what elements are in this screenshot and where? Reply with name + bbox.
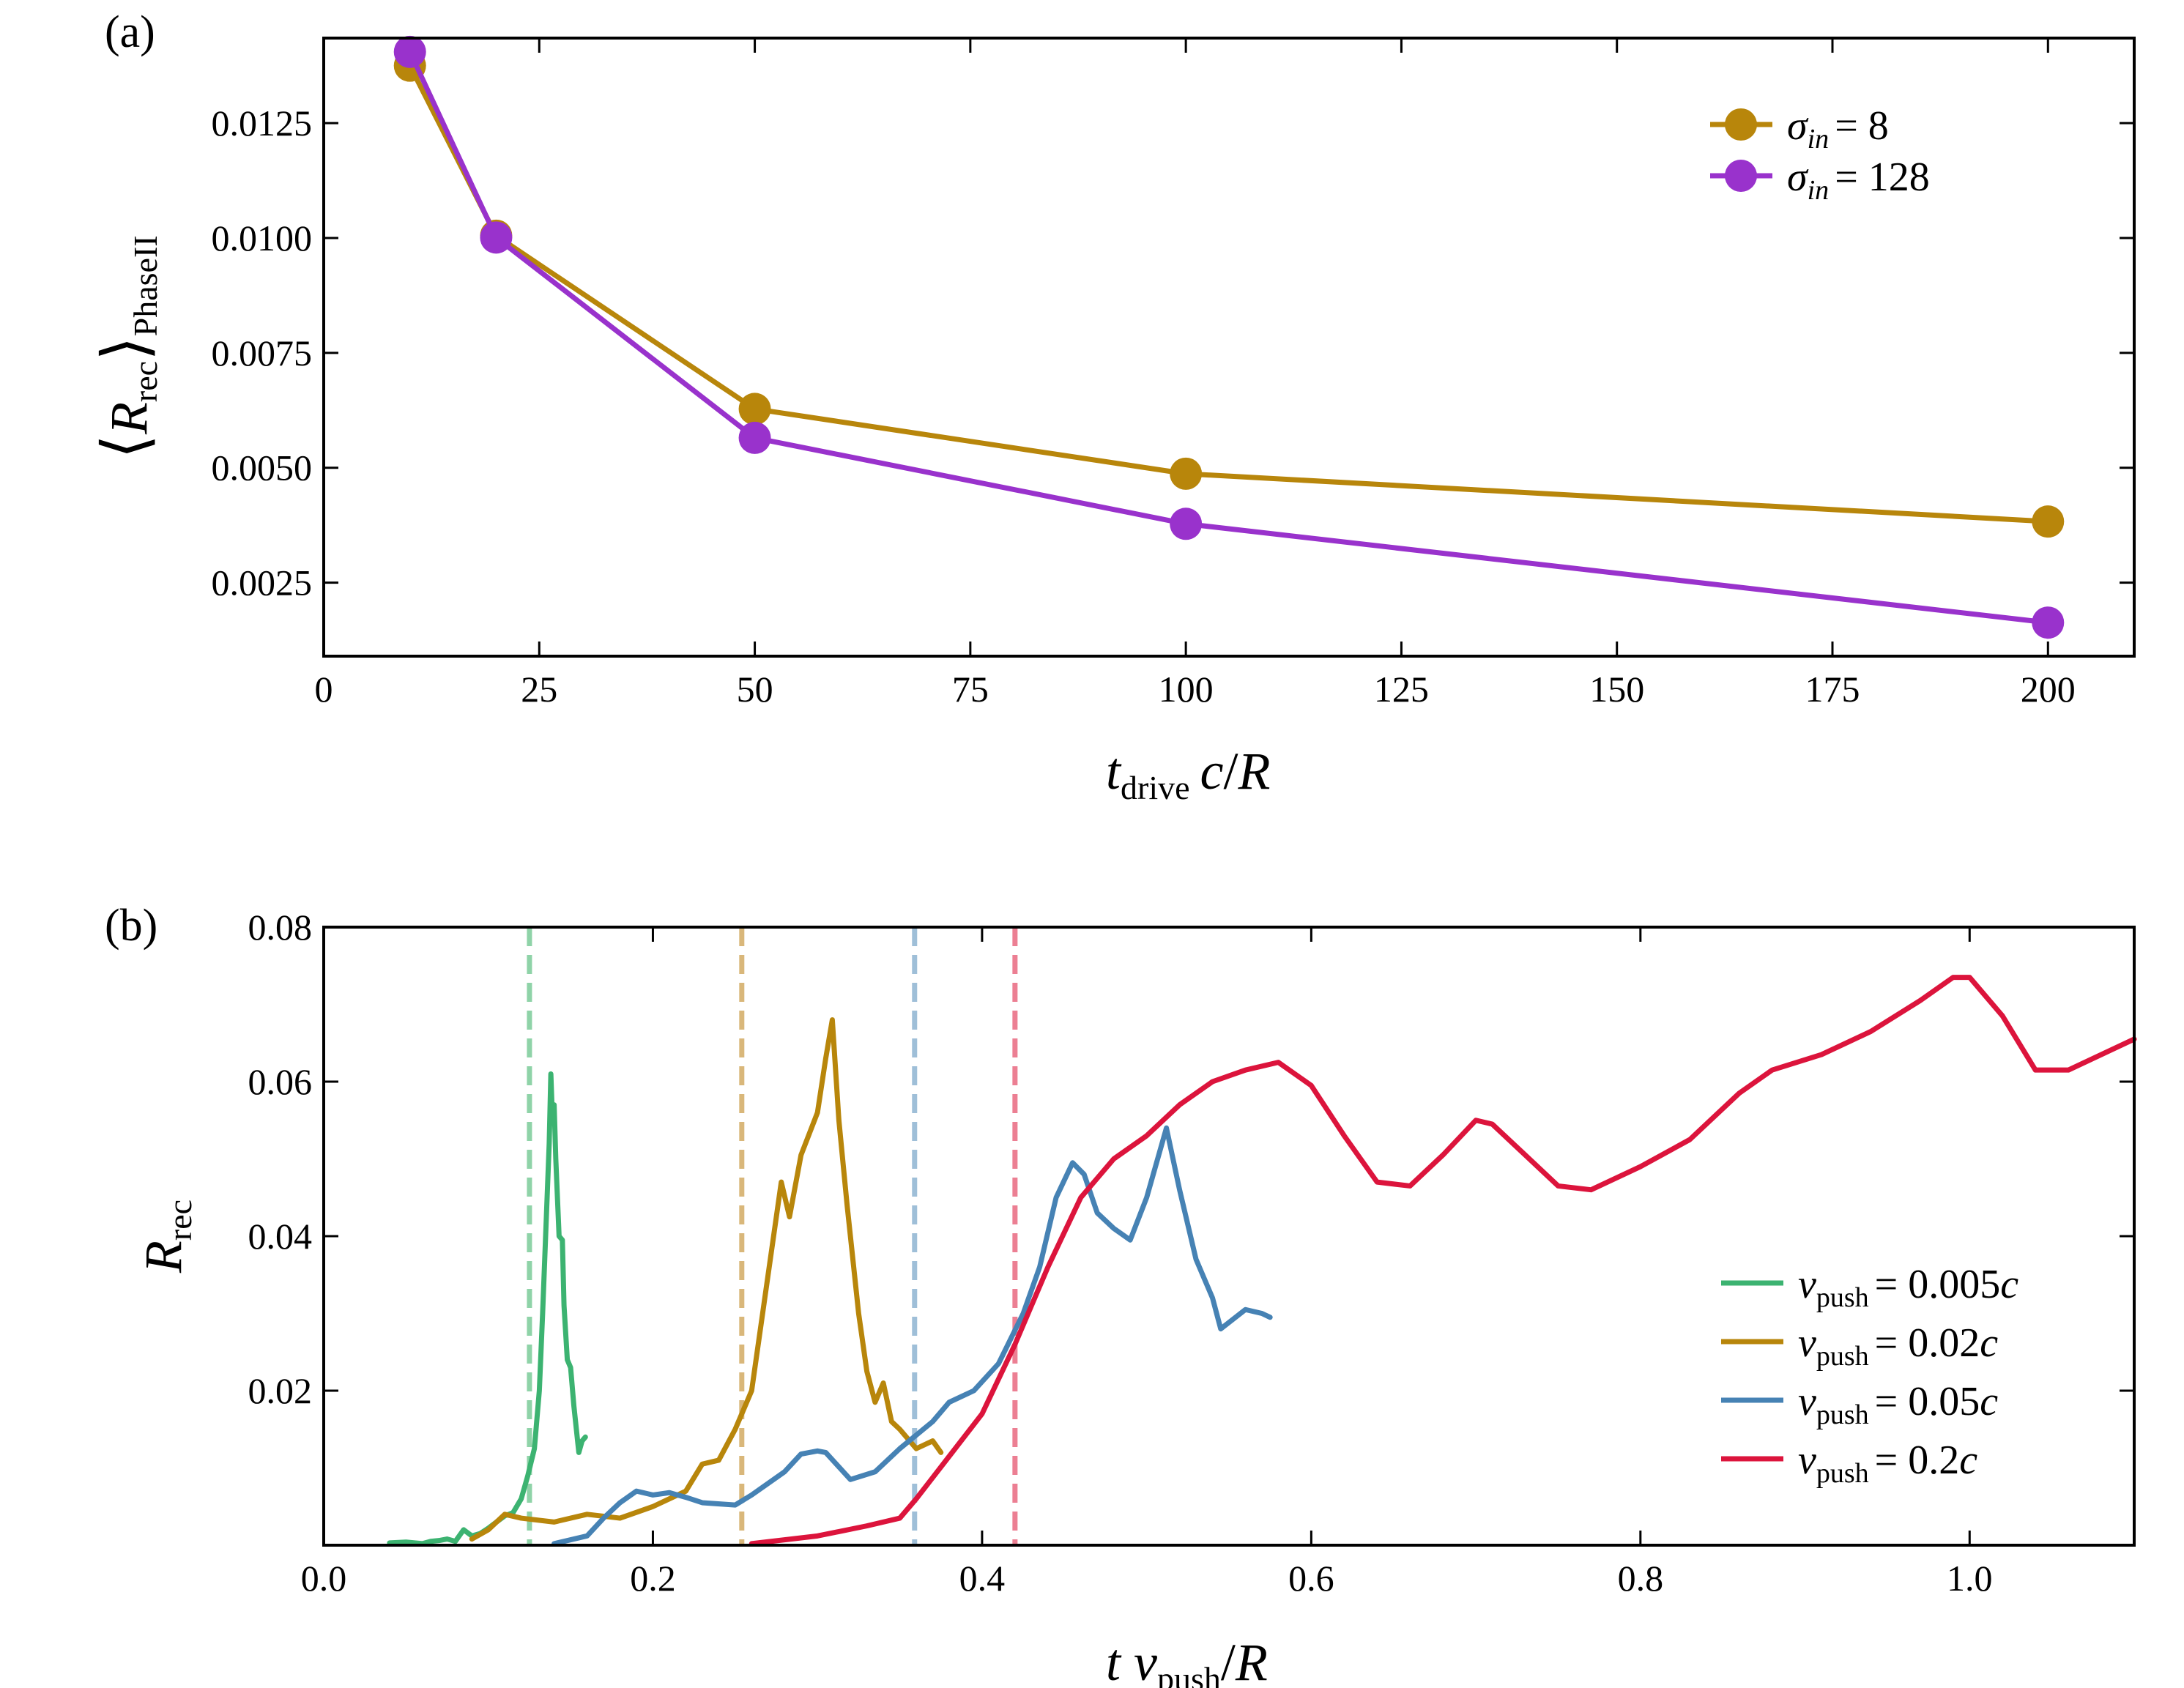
panel-b-legend-label: vpush = 0.02c (1798, 1320, 1998, 1372)
legend-marker-2 (1725, 160, 1757, 192)
panel-a-xlabel: tdrive c/R (1106, 742, 1271, 806)
panel-a-xtick-label: 75 (952, 669, 989, 710)
legend-marker-1 (1725, 108, 1757, 141)
panel-a-xtick-label: 25 (521, 669, 557, 710)
panel-b-frame (322, 926, 2136, 1547)
panel-a-ytick-label: 0.0050 (212, 447, 313, 488)
panel-a-legend-label: σin = 128 (1787, 155, 1930, 206)
panel-a-ticks: 0 25 50 75 100 125 150 175 200 0.0025 0.0050 0.0075… (212, 38, 2134, 710)
panel-a-frame (322, 37, 2136, 658)
data-point (1170, 507, 1203, 540)
panel-b-ytick-label: 0.08 (248, 907, 313, 948)
panel-a-ytick-label: 0.0025 (212, 562, 313, 603)
panel-b-series (387, 975, 2137, 1547)
panel-b-xlabel: t vpush/R (1106, 1633, 1268, 1688)
panel-b-ytick-label: 0.06 (248, 1061, 313, 1102)
panel-b-label: (b) (105, 901, 157, 951)
data-point (2032, 505, 2065, 538)
panel-b-xtick-label: 0.0 (301, 1558, 347, 1599)
panel-b-ytick-label: 0.02 (248, 1370, 313, 1411)
panel-a-xtick-label: 0 (315, 669, 333, 710)
panel-a-xtick-label: 125 (1374, 669, 1429, 710)
series-line-3 (551, 1125, 1273, 1547)
panel-a-xtick-label: 200 (2021, 669, 2076, 710)
panel-a-ytick-label: 0.0125 (212, 103, 313, 144)
panel-b-legend-label: vpush = 0.005c (1798, 1262, 2018, 1313)
panel-a-xtick-label: 50 (737, 669, 773, 710)
series-line-1 (387, 1071, 588, 1547)
data-point (738, 421, 771, 454)
panel-b-xtick-label: 0.8 (1618, 1558, 1664, 1599)
panel-b-xtick-label: 0.6 (1288, 1558, 1334, 1599)
panel-b-vlines (527, 927, 1018, 1545)
panel-a-ytick-label: 0.0100 (212, 217, 313, 259)
series-line-4 (749, 975, 2137, 1547)
panel-a-label: (a) (105, 7, 155, 57)
panel-a-xtick-label: 150 (1589, 669, 1644, 710)
data-point (393, 35, 426, 68)
panel-a-xtick-label: 100 (1159, 669, 1214, 710)
panel-b: (b) 0.0 0.2 0.4 0.6 0.8 1.0 0.02 0.04 0.06 0.08 t… (105, 901, 2137, 1688)
panel-a-series (393, 35, 2065, 639)
panel-a-ylabel: ⟨Rrec⟩PhaseII (90, 235, 164, 458)
panel-a-ytick-label: 0.0075 (212, 332, 313, 373)
data-point (738, 393, 771, 425)
panel-b-xtick-label: 0.2 (630, 1558, 676, 1599)
panel-a-legend-label: σin = 8 (1787, 103, 1889, 155)
panel-b-ylabel: Rrec (134, 1200, 198, 1274)
panel-b-legend: vpush = 0.005c vpush = 0.02c vpush = 0.05c vpu… (1721, 1262, 2018, 1489)
panel-b-ytick-label: 0.04 (248, 1216, 313, 1257)
panel-b-legend-label: vpush = 0.05c (1798, 1379, 1998, 1430)
data-point (480, 221, 513, 254)
svg-text:Rrec: Rrec (134, 1200, 198, 1274)
panel-b-xtick-label: 1.0 (1947, 1558, 1993, 1599)
panel-a-xtick-label: 175 (1805, 669, 1860, 710)
series-line-2 (469, 1017, 944, 1542)
data-point (1170, 457, 1203, 490)
svg-text:⟨Rrec⟩PhaseII: ⟨Rrec⟩PhaseII (90, 235, 164, 458)
panel-a: (a) 0 25 50 75 100 125 150 175 200 0.0025 0.0050 0.… (90, 7, 2136, 806)
panel-b-xtick-label: 0.4 (959, 1558, 1006, 1599)
panel-b-ticks: 0.0 0.2 0.4 0.6 0.8 1.0 0.02 0.04 0.06 0.08 (248, 907, 2134, 1599)
data-point (2032, 606, 2065, 639)
panel-b-legend-label: vpush = 0.2c (1798, 1438, 1977, 1489)
